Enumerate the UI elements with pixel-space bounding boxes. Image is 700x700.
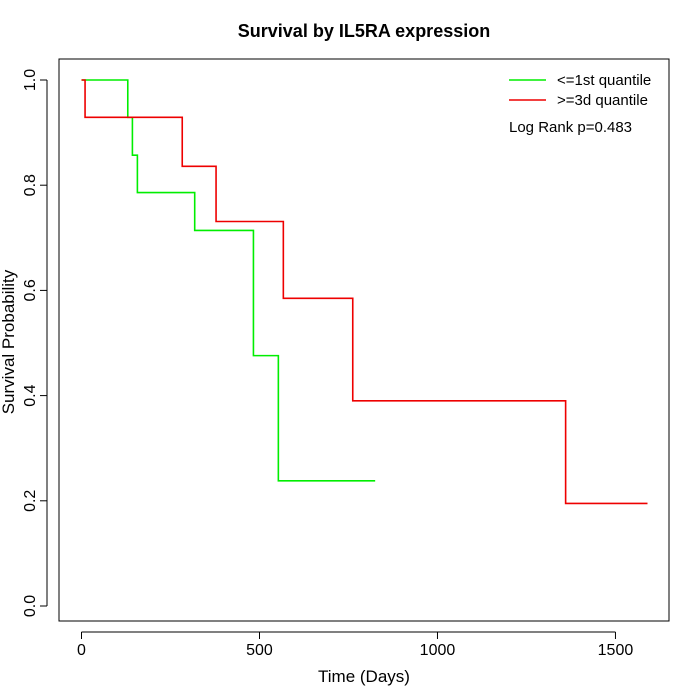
y-tick-label: 0.2	[22, 490, 39, 512]
survival-curve-2	[81, 79, 648, 505]
survival-curve-1	[81, 79, 376, 482]
survival-curves	[81, 79, 648, 505]
y-axis: 0.0 0.2 0.4 0.6 0.8 1.0	[22, 69, 48, 617]
y-tick-label: 0.8	[22, 174, 39, 196]
chart-title: Survival by IL5RA expression	[238, 21, 490, 41]
log-rank-annotation: Log Rank p=0.483	[509, 119, 632, 136]
y-tick-label: 0.6	[22, 279, 39, 301]
legend-label: <=1st quantile	[557, 72, 651, 89]
x-tick-label: 1000	[420, 642, 456, 659]
legend: <=1st quantile >=3d quantile	[509, 72, 651, 109]
legend-label: >=3d quantile	[557, 92, 648, 109]
x-axis-label: Time (Days)	[318, 667, 410, 686]
y-axis-label: Survival Probability	[0, 269, 18, 414]
x-tick-label: 500	[246, 642, 273, 659]
plot-frame	[58, 58, 670, 622]
x-tick-label: 0	[77, 642, 86, 659]
y-tick-label: 1.0	[22, 69, 39, 91]
x-axis: 0 500 1000 1500	[77, 631, 634, 659]
y-tick-label: 0.0	[22, 595, 39, 617]
y-tick-label: 0.4	[22, 384, 39, 406]
x-tick-label: 1500	[598, 642, 634, 659]
